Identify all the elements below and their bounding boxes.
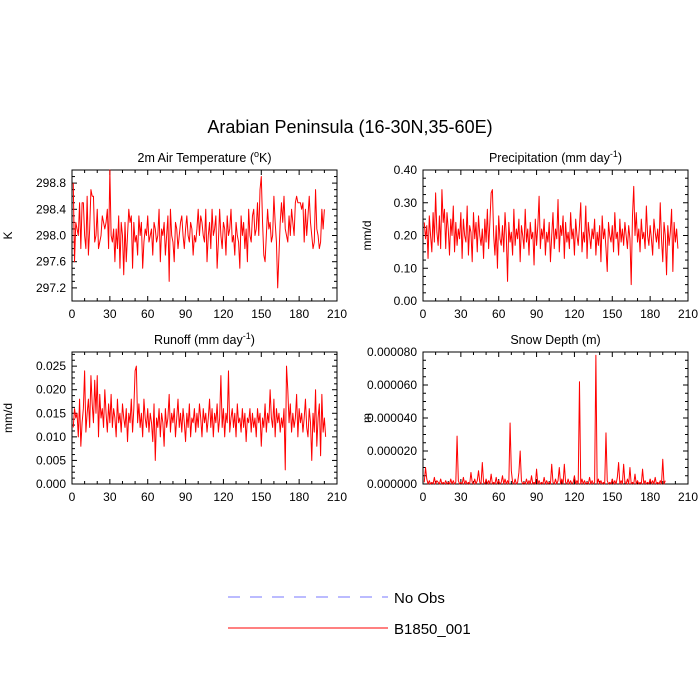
- x-tick-label: 150: [251, 307, 271, 321]
- y-axis-label: K: [1, 231, 15, 239]
- panel-title-main: Snow Depth (m): [510, 333, 600, 347]
- legend-label-1: No Obs: [394, 590, 445, 607]
- y-tick-label: 0.015: [36, 406, 66, 420]
- panel-title-rest: ): [251, 333, 255, 347]
- x-tick-label: 30: [454, 307, 468, 321]
- y-tick-label: 297.2: [36, 281, 66, 295]
- panel-title-sup: -1: [243, 331, 251, 341]
- x-tick-label: 60: [141, 307, 155, 321]
- x-tick-label: 180: [289, 307, 309, 321]
- legend-label-2: B1850_001: [394, 621, 471, 638]
- y-tick-label: 0.000060: [367, 378, 417, 392]
- panel-title: Precipitation (mm day-1): [489, 149, 622, 165]
- legend: No Obs B1850_001: [228, 590, 471, 638]
- panel-title-sup: -1: [610, 149, 618, 159]
- x-tick-label: 30: [103, 490, 117, 504]
- x-tick-label: 180: [640, 490, 660, 504]
- y-axis-label: m: [360, 413, 374, 423]
- y-tick-label: 0.40: [394, 163, 418, 177]
- x-tick-label: 90: [179, 307, 193, 321]
- x-tick-label: 0: [69, 307, 76, 321]
- panel-title: 2m Air Temperature (oK): [138, 149, 272, 165]
- y-tick-label: 0.30: [394, 196, 418, 210]
- y-axis-label: mm/d: [1, 403, 15, 433]
- x-tick-label: 120: [213, 490, 233, 504]
- y-tick-label: 0.025: [36, 359, 66, 373]
- series-line-B1850_001: [423, 354, 666, 485]
- y-tick-label: 0.000040: [367, 411, 417, 425]
- panel-title: Runoff (mm day-1): [154, 331, 255, 347]
- x-tick-label: 0: [69, 490, 76, 504]
- y-tick-label: 0.020: [36, 383, 66, 397]
- x-tick-label: 150: [251, 490, 271, 504]
- x-tick-label: 120: [564, 307, 584, 321]
- y-tick-label: 0.00: [394, 294, 418, 308]
- x-tick-label: 90: [530, 307, 544, 321]
- y-tick-label: 298.0: [36, 229, 66, 243]
- x-tick-label: 210: [327, 490, 347, 504]
- panel-title-main: 2m Air Temperature (: [138, 151, 255, 165]
- x-tick-label: 0: [420, 307, 427, 321]
- chart-panel-1: 2m Air Temperature (oK) 0 30 60 90 120 150 180 2…: [1, 149, 347, 321]
- x-tick-label: 30: [454, 490, 468, 504]
- x-tick-label: 210: [678, 307, 698, 321]
- x-tick-label: 180: [289, 490, 309, 504]
- x-tick-label: 60: [141, 490, 155, 504]
- y-tick-label: 0.000000: [367, 477, 417, 491]
- panel-title-main: Precipitation (mm day: [489, 151, 611, 165]
- y-tick-label: 298.8: [36, 176, 66, 190]
- x-tick-label: 90: [530, 490, 544, 504]
- y-tick-label: 0.10: [394, 261, 418, 275]
- x-tick-label: 150: [602, 307, 622, 321]
- y-tick-label: 297.6: [36, 255, 66, 269]
- y-tick-label: 0.010: [36, 430, 66, 444]
- x-tick-label: 180: [640, 307, 660, 321]
- x-tick-label: 150: [602, 490, 622, 504]
- series-line-B1850_001: [423, 185, 679, 286]
- x-tick-label: 120: [564, 490, 584, 504]
- panel-title-rest: K): [259, 151, 272, 165]
- x-tick-label: 210: [678, 490, 698, 504]
- y-axis-label: mm/d: [360, 221, 374, 251]
- chart-panel-3: Runoff (mm day-1) 0 30 60 90 120 150 180 210 0.00…: [1, 331, 347, 504]
- y-tick-label: 0.000080: [367, 345, 417, 359]
- figure-title: Arabian Peninsula (16-30N,35-60E): [207, 117, 492, 137]
- x-tick-label: 120: [213, 307, 233, 321]
- chart-panel-4: Snow Depth (m) 0 30 60 90 120 150 180 210 0.00000…: [360, 333, 698, 504]
- series-line-B1850_001: [72, 365, 327, 471]
- panel-title-sup: o: [254, 149, 259, 159]
- plot-frame: [422, 351, 689, 485]
- x-tick-label: 0: [420, 490, 427, 504]
- x-tick-label: 90: [179, 490, 193, 504]
- panel-title: Snow Depth (m): [510, 333, 600, 347]
- y-tick-label: 0.005: [36, 453, 66, 467]
- panel-title-rest: ): [618, 151, 622, 165]
- y-tick-label: 0.000020: [367, 444, 417, 458]
- panel-title-main: Runoff (mm day: [154, 333, 243, 347]
- series-line-B1850_001: [72, 169, 325, 289]
- x-tick-label: 210: [327, 307, 347, 321]
- y-tick-label: 0.20: [394, 229, 418, 243]
- plot-frame: [71, 351, 338, 485]
- y-tick-label: 298.4: [36, 202, 66, 216]
- y-tick-label: 0.000: [36, 477, 66, 491]
- x-tick-label: 60: [492, 490, 506, 504]
- x-tick-label: 30: [103, 307, 117, 321]
- chart-panel-2: Precipitation (mm day-1) 0 30 60 90 120 150 180…: [360, 149, 698, 321]
- x-tick-label: 60: [492, 307, 506, 321]
